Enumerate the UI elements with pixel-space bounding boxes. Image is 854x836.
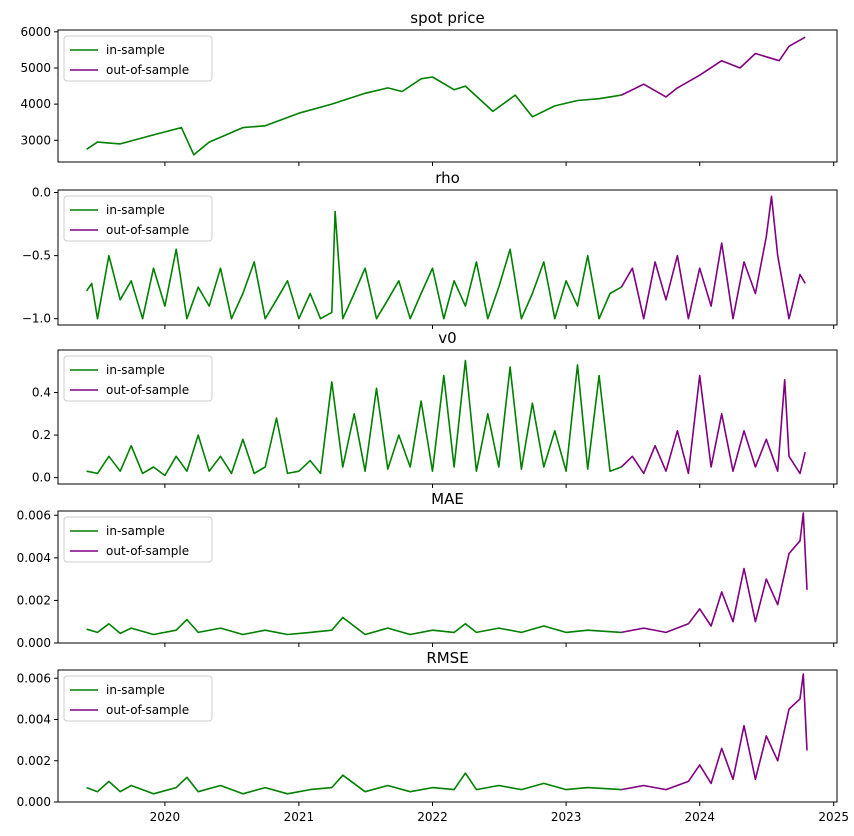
x-tick-label: 2022: [417, 810, 448, 824]
legend-label: in-sample: [106, 203, 165, 217]
series-line-out-of-sample: [620, 195, 806, 320]
legend-box: [63, 195, 213, 242]
subplot-title: MAE: [431, 490, 464, 508]
subplot-3: MAE 0.000 0.002 0.004 0.006 in-sample out-of-s…: [17, 490, 838, 650]
y-tick-label: 0.002: [17, 754, 51, 768]
y-tick-label: 0.006: [17, 508, 51, 522]
y-tick-label: 5000: [20, 61, 51, 75]
series-line-in-sample: [86, 772, 622, 795]
y-tick-label: 6000: [20, 25, 51, 39]
series-line-in-sample: [86, 76, 622, 156]
subplot-title: v0: [438, 329, 456, 347]
x-tick-label: 2025: [818, 810, 849, 824]
legend-label: in-sample: [106, 683, 165, 697]
legend-box: [63, 355, 213, 402]
x-tick-label: 2021: [284, 810, 315, 824]
y-tick-label: 0.000: [17, 636, 51, 650]
y-tick-label: 0.006: [17, 671, 51, 685]
legend-label: out-of-sample: [106, 63, 189, 77]
series-line-out-of-sample: [621, 673, 808, 791]
legend-box: [63, 35, 213, 82]
series-line-out-of-sample: [621, 36, 806, 98]
subplot-4: RMSE 0.000 0.002 0.004 0.006 2020 2021 2022 2023…: [17, 649, 849, 824]
legend-label: in-sample: [106, 524, 165, 538]
legend-label: in-sample: [106, 363, 165, 377]
subplot-1: rho −1.0 −0.5 0.0 in-sample out-of-sample: [22, 169, 838, 329]
x-tick-label: 2023: [551, 810, 582, 824]
subplot-0: spot price 3000 4000 5000 6000 in-sample out-o…: [20, 9, 838, 166]
y-tick-label: 0.0: [32, 186, 51, 200]
y-tick-label: 3000: [20, 133, 51, 147]
legend-label: out-of-sample: [106, 544, 189, 558]
legend-box: [63, 516, 213, 563]
series-line-in-sample: [85, 210, 622, 320]
legend-box: [63, 675, 213, 722]
y-tick-label: 0.0: [32, 471, 51, 485]
y-tick-label: 0.004: [17, 551, 51, 565]
series-line-out-of-sample: [621, 512, 808, 634]
subplots: spot price 3000 4000 5000 6000 in-sample out-o…: [17, 9, 849, 824]
legend-label: out-of-sample: [106, 383, 189, 397]
series-line-out-of-sample: [620, 374, 806, 475]
y-tick-label: 0.000: [17, 795, 51, 809]
legend-label: in-sample: [106, 43, 165, 57]
x-tick-label: 2024: [684, 810, 715, 824]
y-tick-label: 0.004: [17, 713, 51, 727]
x-tick-label: 2020: [150, 810, 181, 824]
series-line-in-sample: [86, 616, 622, 636]
subplot-title: RMSE: [426, 649, 468, 667]
y-tick-label: 0.2: [32, 428, 51, 442]
y-tick-label: 0.4: [32, 386, 51, 400]
y-tick-label: −1.0: [22, 312, 51, 326]
subplot-title: spot price: [410, 9, 485, 27]
series-line-in-sample: [86, 359, 622, 477]
y-tick-label: 4000: [20, 97, 51, 111]
subplot-2: v0 0.0 0.2 0.4 in-sample out-of-sample: [32, 329, 838, 488]
legend-label: out-of-sample: [106, 223, 189, 237]
legend-label: out-of-sample: [106, 703, 189, 717]
subplot-title: rho: [435, 169, 460, 187]
y-tick-label: −0.5: [22, 249, 51, 263]
y-tick-label: 0.002: [17, 593, 51, 607]
